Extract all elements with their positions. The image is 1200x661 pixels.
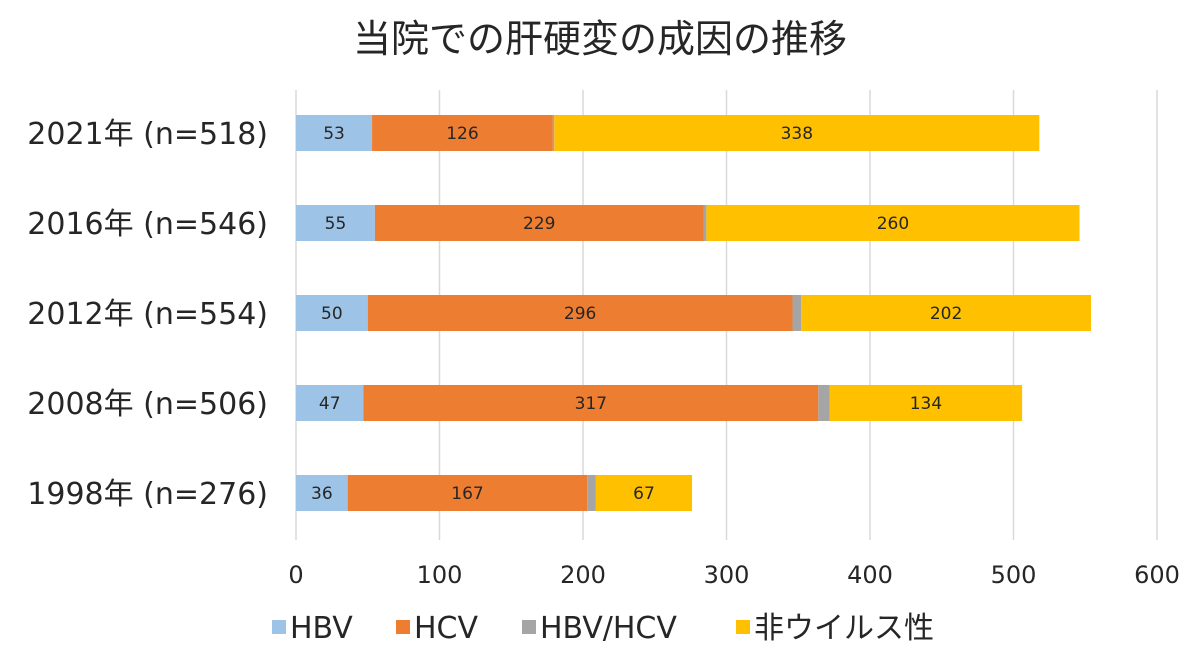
- bar-row: 531261338: [296, 115, 1040, 151]
- data-label: 338: [781, 124, 813, 144]
- legend-swatch: [396, 620, 410, 634]
- category-label: 2012年 (n=554): [27, 297, 268, 332]
- bars: 5312613385522922605029662024731781343616…: [296, 115, 1091, 511]
- x-tick-label: 600: [1134, 561, 1180, 589]
- x-tick-label: 0: [288, 561, 303, 589]
- x-axis-ticks: 0 100 200 300 400 500 600: [288, 561, 1180, 589]
- legend-swatch: [272, 620, 286, 634]
- bar-segment-hcv: [367, 295, 793, 331]
- data-label: 317: [575, 394, 607, 414]
- bar-segment-hbv: [296, 295, 368, 331]
- category-label: 2016年 (n=546): [27, 207, 268, 242]
- bar-segment-hbv-hcv: [552, 115, 555, 151]
- bar-row: 552292260: [296, 205, 1080, 241]
- x-tick-label: 200: [560, 561, 606, 589]
- bar-row: 36167667: [296, 475, 693, 511]
- x-tick-label: 500: [991, 561, 1037, 589]
- category-label: 2021年 (n=518): [27, 117, 268, 152]
- data-label: 260: [877, 214, 909, 234]
- legend: HBV HCV HBV/HCV 非ウイルス性: [272, 611, 934, 646]
- data-label: 53: [323, 124, 345, 144]
- bar-segment-series: [595, 475, 693, 511]
- bar-segment-hcv: [363, 385, 819, 421]
- legend-swatch: [522, 620, 536, 634]
- bar-segment-hbv-hcv: [587, 475, 596, 511]
- legend-item-hcv: HCV: [396, 611, 479, 646]
- bar-segment-series: [829, 385, 1023, 421]
- bar-segment-hcv: [372, 115, 553, 151]
- category-label: 2008年 (n=506): [27, 387, 268, 422]
- x-tick-label: 300: [704, 561, 750, 589]
- legend-item-hbv-hcv: HBV/HCV: [522, 611, 677, 646]
- bar-segment-series: [706, 205, 1080, 241]
- data-label: 167: [451, 484, 483, 504]
- bar-row: 502966202: [296, 295, 1091, 331]
- data-label: 229: [523, 214, 555, 234]
- category-label: 1998年 (n=276): [27, 477, 268, 512]
- bar-segment-hbv: [296, 475, 348, 511]
- bar-segment-hbv-hcv: [792, 295, 802, 331]
- legend-label: HCV: [414, 611, 479, 646]
- legend-item-hbv: HBV: [272, 611, 353, 646]
- bar-segment-series: [554, 115, 1040, 151]
- bar-segment-series: [801, 295, 1091, 331]
- data-label: 50: [321, 304, 343, 324]
- bar-segment-hbv: [296, 385, 364, 421]
- data-label: 47: [319, 394, 341, 414]
- bar-segment-hcv: [374, 205, 704, 241]
- category-labels: 2021年 (n=518) 2016年 (n=546) 2012年 (n=554) 2…: [27, 117, 268, 512]
- bar-segment-hbv-hcv: [818, 385, 830, 421]
- data-label: 296: [564, 304, 596, 324]
- bar-row: 473178134: [296, 385, 1023, 421]
- data-label: 126: [446, 124, 478, 144]
- legend-swatch: [736, 620, 750, 634]
- legend-label: HBV/HCV: [540, 611, 677, 646]
- legend-label: 非ウイルス性: [754, 611, 934, 646]
- data-label: 55: [325, 214, 347, 234]
- chart-title: 当院での肝硬変の成因の推移: [353, 17, 847, 61]
- bar-segment-hbv-hcv: [703, 205, 707, 241]
- legend-label: HBV: [290, 611, 353, 646]
- bar-segment-hbv: [296, 205, 375, 241]
- data-label: 202: [930, 304, 962, 324]
- legend-item-series: 非ウイルス性: [736, 611, 934, 646]
- data-label: 67: [633, 484, 655, 504]
- data-label: 134: [910, 394, 942, 414]
- bar-segment-hcv: [347, 475, 588, 511]
- x-tick-label: 400: [847, 561, 893, 589]
- bar-segment-hbv: [296, 115, 373, 151]
- x-tick-label: 100: [417, 561, 463, 589]
- data-label: 36: [311, 484, 333, 504]
